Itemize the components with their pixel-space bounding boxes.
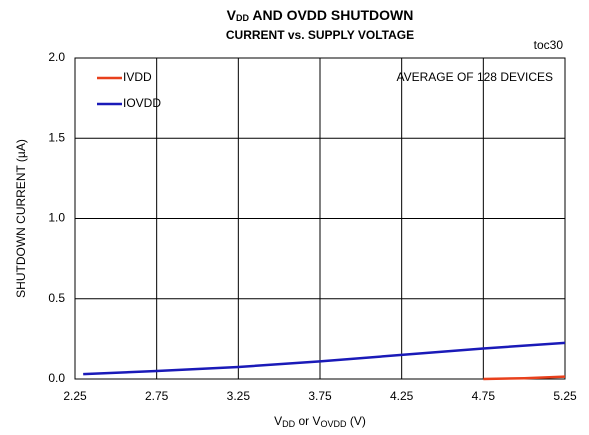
y-tick-label: 0.5 — [48, 291, 65, 305]
data-line — [483, 375, 566, 381]
subscript: DD — [236, 13, 249, 23]
text-part: V — [227, 7, 237, 23]
y-axis-label: SHUTDOWN CURRENT (µA) — [14, 139, 28, 298]
chart-title: CURRENT vs. SUPPLY VOLTAGE — [226, 28, 414, 42]
legend-label: IOVDD — [123, 96, 161, 110]
y-tick-label: 1.0 — [48, 211, 65, 225]
text-part: V — [274, 414, 282, 428]
x-tick-label: 5.25 — [553, 389, 577, 403]
y-tick-label: 2.0 — [48, 50, 65, 64]
x-tick-label: 4.25 — [390, 389, 414, 403]
legend-label: IVDD — [123, 70, 152, 84]
x-tick-label: 3.25 — [227, 389, 251, 403]
data-line — [83, 341, 566, 376]
y-tick-label: 0.0 — [48, 371, 65, 385]
chart-title: VDD AND OVDD SHUTDOWN — [227, 7, 414, 24]
subscript: OVDD — [321, 419, 348, 429]
annotation: AVERAGE OF 128 DEVICES — [397, 70, 554, 84]
text-part: AND OVDD SHUTDOWN — [249, 7, 413, 23]
x-tick-label: 4.75 — [472, 389, 496, 403]
x-tick-label: 2.75 — [145, 389, 169, 403]
x-tick-label: 3.75 — [308, 389, 332, 403]
text-part: (V) — [347, 414, 366, 428]
text-part: or V — [295, 414, 320, 428]
x-tick-label: 2.25 — [63, 389, 87, 403]
subscript: DD — [282, 419, 295, 429]
figure-id: toc30 — [534, 38, 564, 52]
x-axis-label: VDD or VOVDD (V) — [274, 414, 366, 429]
y-tick-label: 1.5 — [48, 130, 65, 144]
